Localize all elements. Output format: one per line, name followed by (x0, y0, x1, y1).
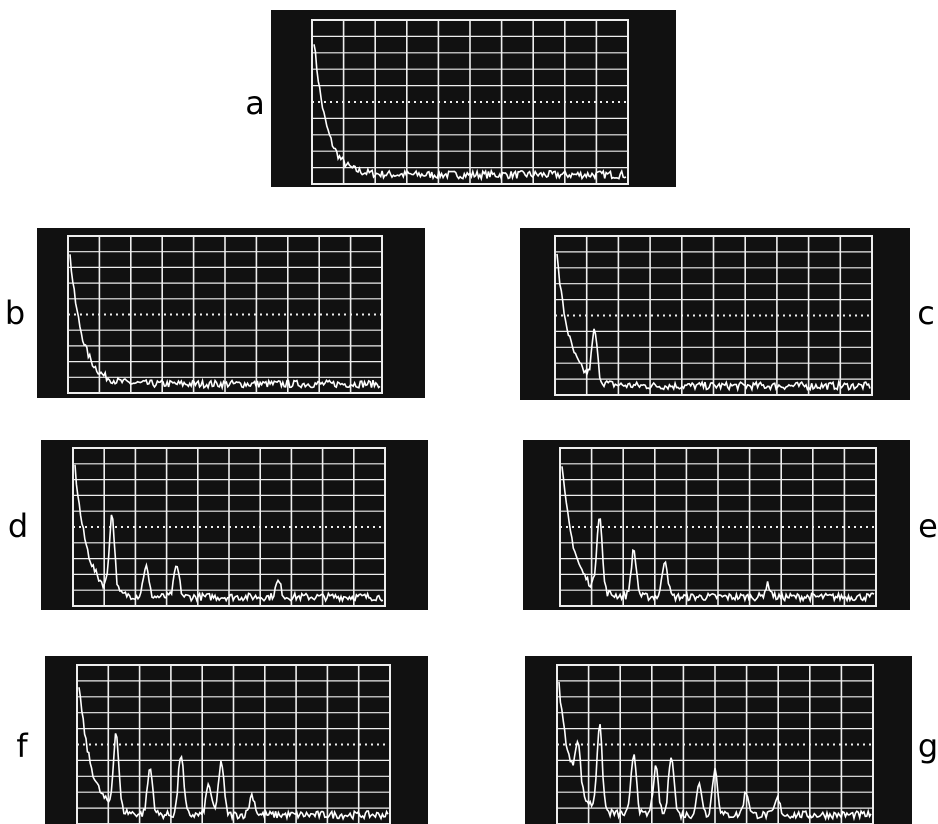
scope-panel: e (523, 440, 938, 610)
scope-panel: b (5, 228, 425, 398)
panel-label: g (918, 727, 938, 765)
scope-screen (523, 440, 910, 610)
scope-screen (520, 228, 910, 400)
panel-label: e (918, 507, 938, 545)
scope-panel: a (245, 10, 676, 187)
scope-panel: c (520, 228, 935, 400)
scope-screen (37, 228, 425, 398)
panel-label: a (245, 84, 265, 122)
scope-panel: f (16, 656, 428, 824)
panel-label: c (917, 294, 935, 332)
panel-label: b (5, 294, 25, 332)
panel-label: d (8, 507, 28, 545)
scope-screen (41, 440, 428, 610)
scope-panel: d (8, 440, 428, 610)
scope-panel: g (525, 656, 938, 824)
panel-label: f (16, 727, 28, 765)
figure: a b c d e f g (0, 0, 938, 824)
